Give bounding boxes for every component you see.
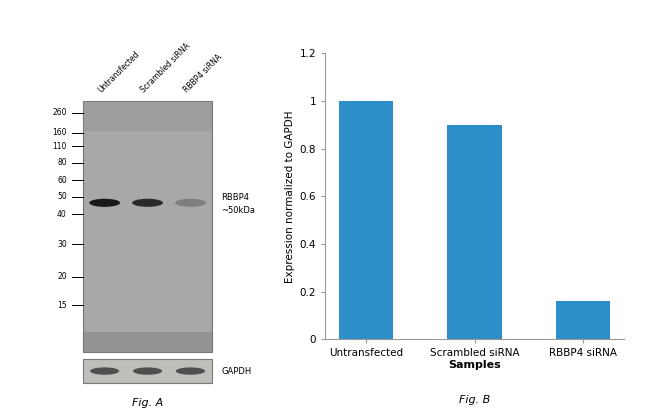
Text: 15: 15	[57, 301, 67, 310]
Text: GAPDH: GAPDH	[221, 366, 252, 375]
Text: 20: 20	[57, 272, 67, 281]
Ellipse shape	[90, 367, 119, 375]
Y-axis label: Expression normalized to GAPDH: Expression normalized to GAPDH	[285, 110, 295, 283]
Text: 60: 60	[57, 176, 67, 185]
Text: Untransfected: Untransfected	[96, 49, 141, 94]
Text: Scrambled siRNA: Scrambled siRNA	[139, 41, 192, 94]
Bar	[556, 301, 610, 339]
Ellipse shape	[89, 199, 120, 207]
Bar	[83, 332, 212, 352]
Bar	[83, 359, 212, 383]
Text: 40: 40	[57, 209, 67, 218]
Ellipse shape	[132, 199, 163, 207]
Text: 80: 80	[57, 158, 67, 167]
Text: 30: 30	[57, 240, 67, 249]
Text: Fig. A: Fig. A	[132, 398, 163, 408]
Bar	[83, 101, 212, 352]
Bar	[447, 125, 502, 339]
Text: Fig. B: Fig. B	[459, 395, 490, 405]
Text: RBBP4: RBBP4	[221, 193, 249, 202]
Text: 160: 160	[52, 128, 67, 137]
Text: 110: 110	[53, 142, 67, 151]
Text: RBBP4 siRNA: RBBP4 siRNA	[182, 52, 224, 94]
X-axis label: Samples: Samples	[448, 360, 501, 370]
Ellipse shape	[175, 199, 206, 207]
Ellipse shape	[176, 367, 205, 375]
Ellipse shape	[133, 367, 162, 375]
Text: 50: 50	[57, 192, 67, 201]
Bar	[339, 101, 393, 339]
Text: 260: 260	[52, 108, 67, 117]
Text: ~50kDa: ~50kDa	[221, 206, 255, 215]
Bar	[83, 101, 212, 131]
